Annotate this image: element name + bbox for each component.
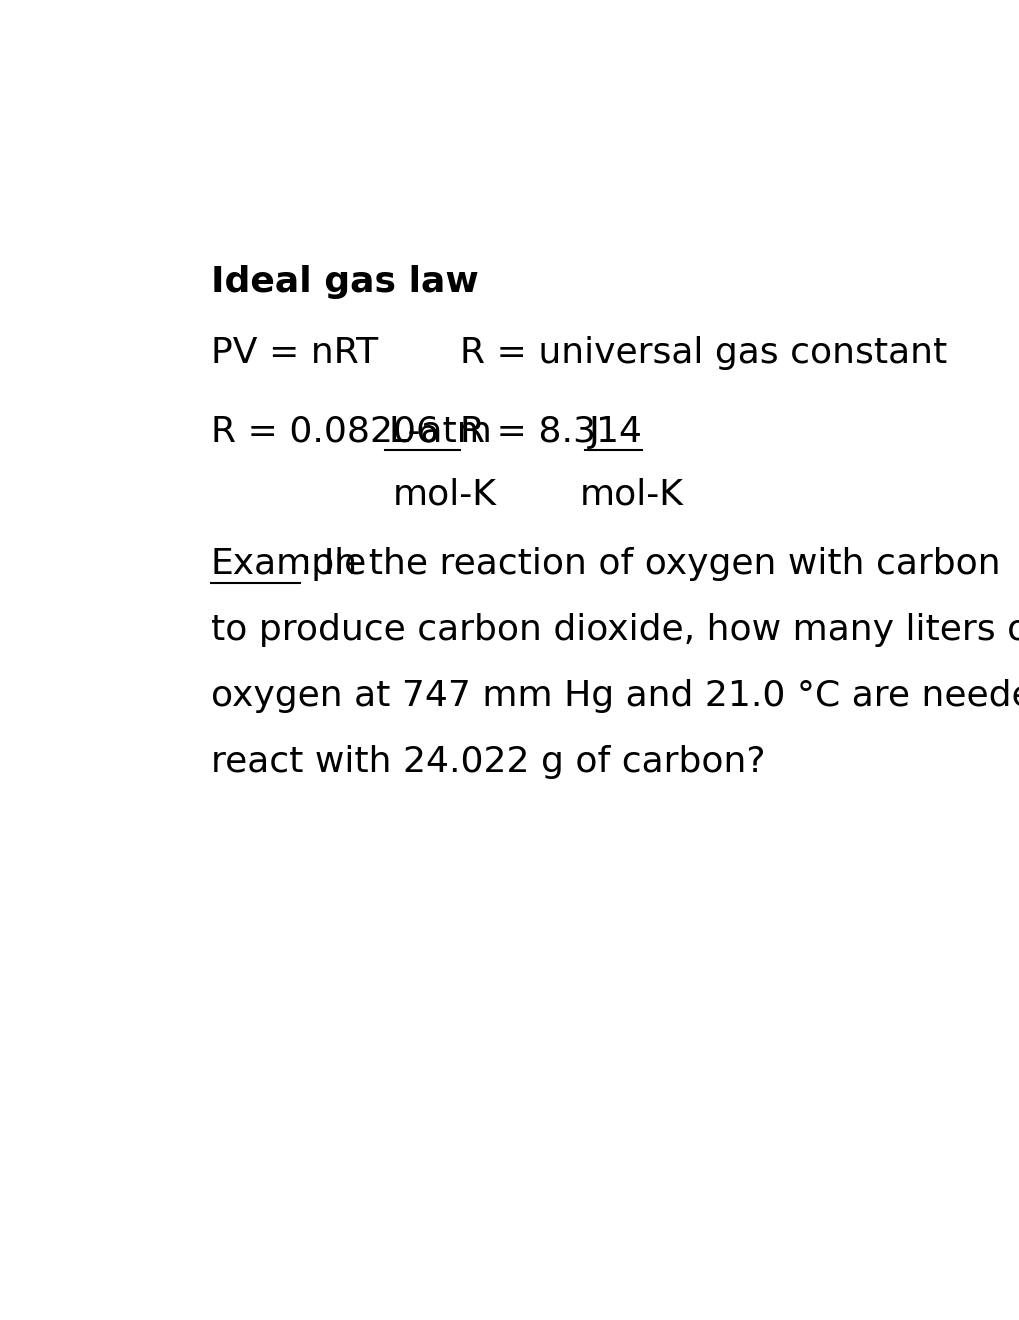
Text: R = universal gas constant: R = universal gas constant bbox=[459, 337, 946, 371]
Text: R = 8.314: R = 8.314 bbox=[459, 414, 652, 449]
Text: PV = nRT: PV = nRT bbox=[210, 337, 377, 371]
Text: L-atm: L-atm bbox=[388, 414, 492, 449]
Text: mol-K: mol-K bbox=[392, 478, 496, 512]
Text: : In the reaction of oxygen with carbon: : In the reaction of oxygen with carbon bbox=[300, 546, 1000, 581]
Text: Example: Example bbox=[210, 546, 367, 581]
Text: Ideal gas law: Ideal gas law bbox=[210, 265, 478, 300]
Text: J: J bbox=[588, 414, 598, 449]
Text: R = 0.08206: R = 0.08206 bbox=[210, 414, 449, 449]
Text: oxygen at 747 mm Hg and 21.0 °C are needed to: oxygen at 747 mm Hg and 21.0 °C are need… bbox=[210, 678, 1019, 713]
Text: react with 24.022 g of carbon?: react with 24.022 g of carbon? bbox=[210, 744, 764, 779]
Text: mol-K: mol-K bbox=[579, 478, 683, 512]
Text: to produce carbon dioxide, how many liters of: to produce carbon dioxide, how many lite… bbox=[210, 612, 1019, 647]
